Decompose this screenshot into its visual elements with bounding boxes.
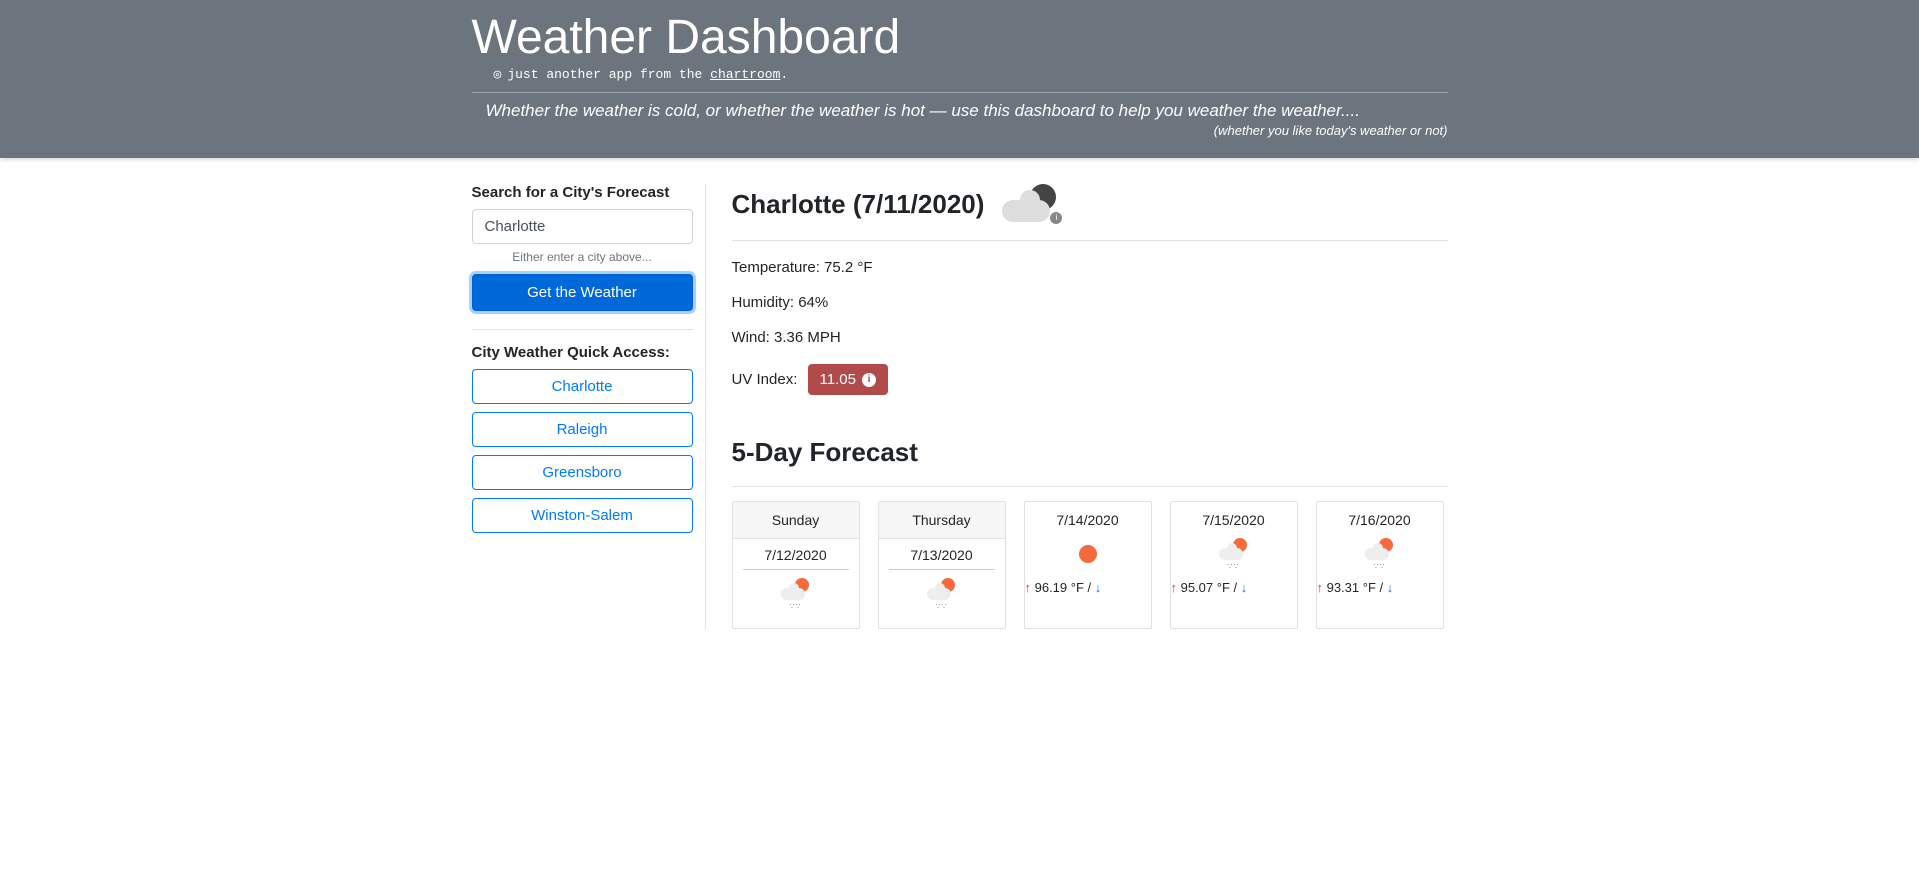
wind-label: Wind: — [732, 329, 775, 346]
forecast-card: Thursday 7/13/2020 ∵∵ — [878, 501, 1006, 629]
quick-city-winston-salem[interactable]: Winston-Salem — [472, 498, 693, 533]
forecast-weather-icon: ∵∵ — [743, 578, 849, 610]
quick-city-raleigh[interactable]: Raleigh — [472, 412, 693, 447]
current-city-title: Charlotte (7/11/2020) — [732, 189, 985, 220]
uv-stat: UV Index: 11.05 i — [732, 364, 1448, 395]
forecast-date: 7/16/2020 — [1317, 502, 1443, 532]
subtitle-prefix: just another app from the — [507, 67, 710, 82]
arrow-down-icon: ↓ — [1387, 580, 1394, 595]
uv-badge: 11.05 i — [808, 364, 888, 395]
forecast-card: Sunday 7/12/2020 ∵∵ — [732, 501, 860, 629]
arrow-down-icon: ↓ — [1241, 580, 1248, 595]
humidity-label: Humidity: — [732, 294, 799, 311]
forecast-temp: ↑ 96.19 °F / ↓ — [1025, 580, 1151, 595]
tagline: Whether the weather is cold, or whether … — [486, 101, 1448, 121]
forecast-day-name: Thursday — [879, 502, 1005, 539]
arrow-up-icon: ↑ — [1317, 580, 1324, 595]
quick-city-charlotte[interactable]: Charlotte — [472, 369, 693, 404]
city-search-input[interactable] — [472, 209, 693, 244]
humidity-value: 64% — [798, 294, 828, 311]
search-heading: Search for a City's Forecast — [472, 184, 693, 201]
subtitle: ◎ just another app from the chartroom. — [494, 67, 1448, 82]
current-weather-icon: i — [1002, 184, 1062, 224]
arrow-down-icon: ↓ — [1095, 580, 1102, 595]
forecast-date: 7/12/2020 — [743, 547, 849, 570]
logo-icon: ◎ — [494, 67, 502, 82]
main-content: Charlotte (7/11/2020) i Temperature: 75.… — [706, 184, 1448, 629]
forecast-weather-icon: ∵∵ — [1171, 538, 1297, 570]
temperature-stat: Temperature: 75.2 °F — [732, 259, 1448, 276]
forecast-weather-icon: ∵∵ — [1317, 538, 1443, 570]
forecast-temp: ↑ 95.07 °F / ↓ — [1171, 580, 1297, 595]
wind-value: 3.36 MPH — [774, 329, 841, 346]
subtitle-suffix: . — [780, 67, 788, 82]
uv-value: 11.05 — [820, 371, 856, 388]
search-help-text: Either enter a city above... — [472, 250, 693, 264]
humidity-stat: Humidity: 64% — [732, 294, 1448, 311]
forecast-card: 7/15/2020 ∵∵ ↑ 95.07 °F / ↓ — [1170, 501, 1298, 629]
forecast-card: 7/16/2020 ∵∵ ↑ 93.31 °F / ↓ — [1316, 501, 1444, 629]
chartroom-link[interactable]: chartroom — [710, 67, 780, 82]
forecast-date: 7/13/2020 — [889, 547, 995, 570]
arrow-up-icon: ↑ — [1025, 580, 1032, 595]
forecast-date: 7/14/2020 — [1025, 502, 1151, 532]
forecast-cards: Sunday 7/12/2020 ∵∵ Thursday 7/13/2020 ∵∵ 7/14… — [732, 501, 1448, 629]
quick-city-greensboro[interactable]: Greensboro — [472, 455, 693, 490]
sidebar: Search for a City's Forecast Either ente… — [472, 184, 706, 629]
tagline-sub: (whether you like today's weather or not… — [472, 123, 1448, 138]
forecast-temp: ↑ 93.31 °F / ↓ — [1317, 580, 1443, 595]
forecast-weather-icon — [1025, 538, 1151, 570]
temperature-value: 75.2 °F — [824, 259, 873, 276]
wind-stat: Wind: 3.36 MPH — [732, 329, 1448, 346]
uv-label: UV Index: — [732, 371, 802, 388]
info-icon: i — [862, 373, 876, 387]
page-header: Weather Dashboard ◎ just another app fro… — [0, 0, 1919, 158]
arrow-up-icon: ↑ — [1171, 580, 1178, 595]
get-weather-button[interactable]: Get the Weather — [472, 274, 693, 311]
forecast-day-name: Sunday — [733, 502, 859, 539]
forecast-heading: 5-Day Forecast — [732, 437, 1448, 468]
forecast-date: 7/15/2020 — [1171, 502, 1297, 532]
forecast-card: 7/14/2020 ↑ 96.19 °F / ↓ — [1024, 501, 1152, 629]
quick-access-heading: City Weather Quick Access: — [472, 344, 693, 361]
forecast-weather-icon: ∵∵ — [889, 578, 995, 610]
temperature-label: Temperature: — [732, 259, 825, 276]
app-title: Weather Dashboard — [472, 10, 1448, 65]
